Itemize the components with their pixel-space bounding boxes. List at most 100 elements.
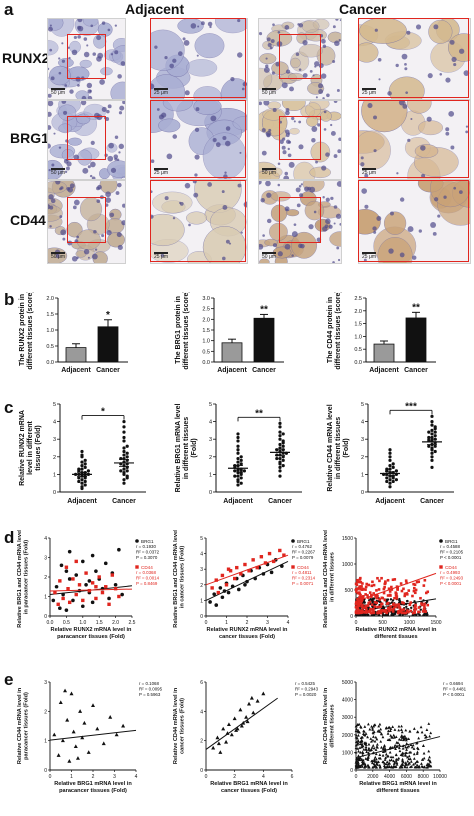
data-point <box>363 725 367 728</box>
data-point-brg1 <box>220 595 225 600</box>
y-axis-label: different tissues (score) <box>335 292 342 370</box>
data-point <box>427 444 431 448</box>
data-point-cd44 <box>365 611 369 614</box>
data-point-cd44 <box>94 596 98 601</box>
data-point-cd44 <box>393 596 396 600</box>
data-point <box>224 739 229 744</box>
x-tick-label: 1.5 <box>96 620 103 626</box>
data-point-brg1 <box>237 587 241 592</box>
data-point-cd44 <box>392 603 395 607</box>
ihc-image-runx2-cancer-overview: 50 μm <box>258 18 342 100</box>
data-point <box>244 715 249 719</box>
y-axis-label: Relative CD44 mRNA level in <box>323 687 329 764</box>
zoom-region-box <box>279 116 321 160</box>
data-point-cd44 <box>395 595 399 598</box>
data-point <box>387 764 391 768</box>
data-point-cd44 <box>365 608 368 611</box>
data-point-brg1 <box>64 569 69 573</box>
data-point <box>417 765 421 769</box>
x-tick-label: 1500 <box>430 620 441 626</box>
data-point <box>395 744 399 747</box>
data-point <box>236 456 240 461</box>
data-point <box>122 439 126 443</box>
x-axis-label: Relative BRG1 mRNA level in <box>359 781 437 787</box>
x-tick-label: 2.5 <box>129 620 136 626</box>
data-point-cd44 <box>384 580 387 583</box>
data-point <box>233 474 237 478</box>
data-point <box>390 758 393 762</box>
data-point <box>366 735 369 739</box>
data-point <box>357 722 361 726</box>
data-point <box>354 759 358 763</box>
data-point-cd44 <box>375 596 379 600</box>
data-point <box>377 729 381 732</box>
data-point <box>399 764 403 768</box>
data-point-brg1 <box>103 561 108 566</box>
y-tick-label: 5000 <box>342 680 353 686</box>
data-point-brg1 <box>389 598 393 601</box>
data-point-cd44 <box>356 597 359 601</box>
data-point <box>361 744 365 748</box>
y-tick-label: 4 <box>200 709 203 715</box>
data-point-cd44 <box>380 596 384 600</box>
data-point <box>384 752 388 756</box>
data-point-cd44 <box>356 587 359 591</box>
data-point-cd44 <box>372 607 375 611</box>
row-label-brg1: BRG1 <box>10 130 49 146</box>
data-point <box>420 762 423 765</box>
data-point-cd44 <box>356 609 360 613</box>
data-point-cd44 <box>378 598 382 601</box>
data-point <box>373 759 377 762</box>
chart-d-cancer-correlation: Relative BRG1 and CD44 mRNA levels in can… <box>173 530 316 640</box>
data-point <box>410 764 414 768</box>
data-point-cd44 <box>409 609 413 613</box>
data-point <box>405 745 409 749</box>
data-point <box>122 430 126 434</box>
data-point <box>125 474 129 478</box>
data-point <box>278 460 282 464</box>
data-point-brg1 <box>113 583 118 587</box>
data-point-cd44 <box>358 578 362 581</box>
x-axis-label: Relative RUNX2 mRNA level in <box>51 627 133 633</box>
panel-label-e: e <box>4 670 14 689</box>
data-point <box>354 724 358 728</box>
legend-label: CD44 <box>297 565 309 570</box>
x-axis-label: paracancer tissues (Fold) <box>57 634 125 640</box>
data-point-cd44 <box>359 597 362 600</box>
x-tick-label: 3 <box>113 774 116 780</box>
data-point-brg1 <box>81 559 85 564</box>
data-point-cd44 <box>271 559 276 564</box>
data-point <box>422 756 426 760</box>
data-point <box>403 765 407 769</box>
data-point-cd44 <box>417 580 421 584</box>
y-axis-label: The CD44 protein in <box>327 297 334 363</box>
y-tick-label: 0 <box>209 490 212 496</box>
stat-text: r = 0.4588 <box>440 544 460 549</box>
data-point <box>430 465 434 469</box>
data-point <box>391 462 395 466</box>
data-point <box>425 763 429 766</box>
legend-label: BRG1 <box>445 539 458 544</box>
data-point-cd44 <box>376 611 379 615</box>
legend-marker <box>291 565 295 569</box>
data-point-cd44 <box>228 569 233 573</box>
stat-text: R² = 0.2105 <box>440 550 464 555</box>
data-point <box>383 758 387 761</box>
data-point-cd44 <box>377 588 381 591</box>
data-point-cd44 <box>100 590 105 595</box>
zoom-region-box <box>66 34 107 80</box>
data-point <box>236 474 240 478</box>
scale-bar-label: 25 μm <box>154 254 168 260</box>
bar-adjacent <box>65 347 87 363</box>
data-point <box>389 727 393 730</box>
y-tick-label: 0 <box>350 614 353 620</box>
y-axis-label: (Fold) <box>191 438 198 457</box>
data-point <box>411 762 415 766</box>
data-point-cd44 <box>391 610 395 613</box>
data-point <box>427 435 431 440</box>
data-point <box>122 471 126 475</box>
data-point <box>278 434 282 438</box>
data-point-cd44 <box>372 611 376 615</box>
data-point <box>385 760 389 764</box>
data-point <box>80 735 85 740</box>
